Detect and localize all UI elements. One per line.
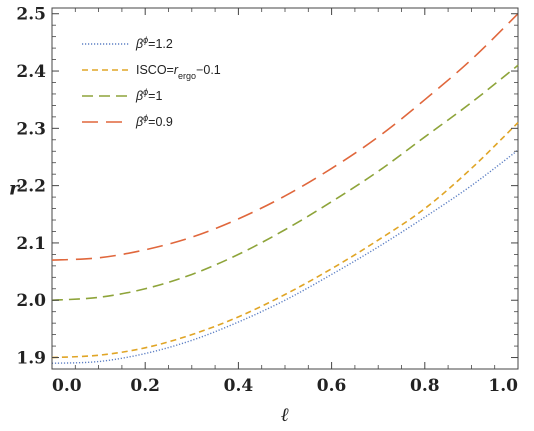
series-line-1: [51, 149, 519, 364]
series-line-3: [51, 64, 519, 302]
series-line-4: [51, 13, 519, 261]
legend-entry-3: βϕ=1: [135, 87, 162, 103]
x-axis-title: ℓ: [281, 404, 289, 426]
legend-entry-2: ISCO=rergo−0.1: [136, 63, 221, 81]
y-axis-title: r: [9, 178, 21, 200]
ticks-layer: 0.0 0.2 0.4 0.6 0.8 1.0 1.9 2.0 2.1 2.2 2.3 2.4 2.5: [16, 5, 519, 396]
x-tick-label: 0.6: [317, 376, 347, 396]
legend-entry-1: βϕ=1.2: [135, 35, 173, 51]
plot-frame: [51, 7, 519, 370]
y-tick-label: 2.2: [16, 177, 46, 197]
legend: βϕ=1.2 ISCO=rergo−0.1 βϕ=1 βϕ=0.9: [82, 35, 221, 129]
y-tick-label: 2.0: [16, 291, 46, 311]
legend-entry-4: βϕ=0.9: [135, 113, 173, 129]
x-tick-label: 0.0: [52, 376, 82, 396]
y-tick-label: 1.9: [16, 349, 46, 369]
x-tick-label: 1.0: [488, 376, 518, 396]
y-tick-label: 2.5: [16, 5, 46, 25]
y-tick-label: 2.4: [16, 62, 46, 82]
x-tick-label: 0.4: [224, 376, 254, 396]
x-tick-label: 0.8: [410, 376, 440, 396]
series-line-2: [51, 122, 519, 359]
x-tick-label: 0.2: [130, 376, 160, 396]
plot-area: [51, 7, 519, 370]
y-tick-label: 2.3: [16, 119, 46, 139]
series-layer: [51, 13, 519, 364]
y-tick-label: 2.1: [16, 234, 46, 254]
